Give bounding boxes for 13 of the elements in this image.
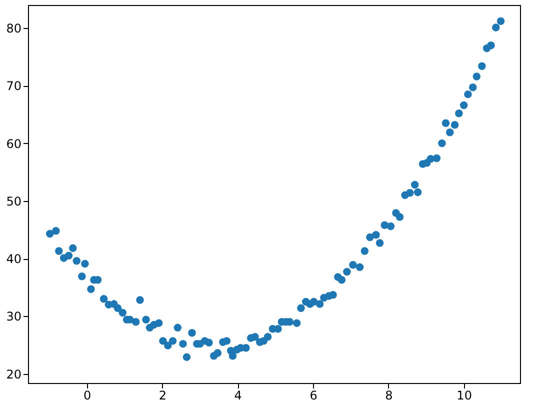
x-tick-label: 6: [310, 388, 318, 402]
x-tick-label: 2: [158, 388, 167, 402]
y-tick-label: 30: [6, 310, 22, 324]
y-tick-label: 80: [6, 22, 22, 36]
y-tick-label: 40: [6, 252, 22, 266]
x-tick-label: 10: [456, 388, 472, 402]
y-tick-label: 20: [6, 367, 22, 382]
y-tick-label: 50: [6, 194, 22, 208]
x-tick-label: 0: [83, 388, 92, 402]
y-tick-label: 60: [6, 136, 22, 151]
x-tick-label: 4: [234, 388, 242, 402]
x-tick-label: 8: [385, 388, 393, 402]
y-tick-label: 70: [6, 79, 22, 94]
